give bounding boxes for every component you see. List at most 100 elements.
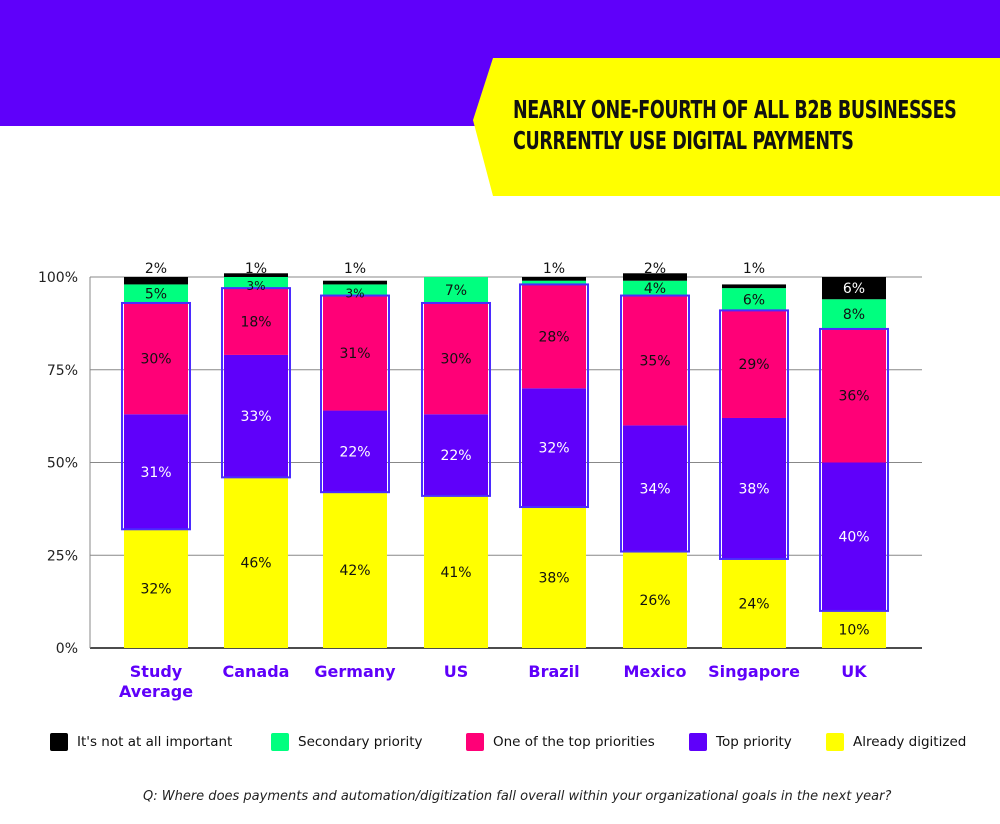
data-label: 38% [538, 571, 569, 587]
y-tick-label: 100% [38, 270, 78, 286]
bar-segment [224, 273, 288, 277]
x-tick-label: US [444, 662, 469, 681]
x-tick-label: Germany [314, 662, 396, 681]
legend-item-already-digitized: Already digitized [826, 733, 966, 751]
bar-segment [124, 529, 188, 648]
bar-segment [822, 328, 886, 463]
bar-segment [522, 277, 586, 281]
x-tick-label: Average [119, 682, 193, 701]
legend-swatch [50, 733, 68, 751]
bar-segment [224, 277, 288, 289]
bar-segment [424, 302, 488, 415]
highlight-outline [121, 301, 191, 531]
bar-segment [822, 610, 886, 648]
data-label: 3% [345, 287, 364, 301]
data-label: 24% [738, 596, 769, 612]
legend-item-top-priority: Top priority [689, 733, 792, 751]
data-label: 32% [538, 441, 569, 457]
bar-segment [124, 414, 188, 530]
highlight-outline [221, 287, 291, 479]
data-label: 5% [145, 287, 167, 303]
data-label: 35% [639, 353, 670, 369]
data-label: 30% [140, 352, 171, 368]
legend-label: Top priority [716, 734, 792, 750]
data-label: 1% [245, 261, 267, 277]
data-label: 22% [440, 448, 471, 464]
data-label: 26% [639, 593, 670, 609]
bar-segment [623, 551, 687, 648]
legend-swatch [271, 733, 289, 751]
x-tick-label: Mexico [623, 662, 686, 681]
bar-segment [424, 495, 488, 648]
data-label: 18% [240, 315, 271, 331]
data-label: 22% [339, 444, 370, 460]
data-label: 6% [743, 292, 765, 308]
data-label: 46% [240, 556, 271, 572]
headline-line-1: NEARLY ONE-FOURTH OF ALL B2B BUSINESSES [513, 95, 957, 124]
highlight-outline [819, 327, 889, 612]
survey-question: Q: Where does payments and automation/di… [143, 789, 892, 804]
bar-segment [822, 277, 886, 300]
bar-segment [722, 558, 786, 648]
data-label: 8% [843, 307, 865, 323]
data-label: 41% [440, 565, 471, 581]
data-label: 33% [240, 409, 271, 425]
bar-segment [323, 295, 387, 411]
highlight-outline [519, 283, 589, 509]
data-label: 36% [838, 389, 869, 405]
data-label: 1% [344, 261, 366, 277]
bar-segment [224, 477, 288, 648]
bar-segment [124, 277, 188, 285]
bar-segment [124, 284, 188, 303]
data-label: 29% [738, 357, 769, 373]
x-tick-label: Study [130, 662, 183, 681]
bar-segment [323, 492, 387, 648]
page-title: NEARLY ONE-FOURTH OF ALL B2B BUSINESSES … [513, 94, 957, 156]
data-label: 28% [538, 329, 569, 345]
bar-segment [522, 284, 586, 389]
y-tick-label: 0% [56, 641, 78, 657]
bar-segment [722, 284, 786, 289]
stacked-bar-chart: 0% 25% 50% 75% 100% 32% 31% 30% 5% 2% StudyAverage… [38, 261, 922, 701]
bar-segment [323, 410, 387, 493]
headline-banner [473, 58, 1000, 196]
x-tick-label: Brazil [528, 662, 579, 681]
data-label: 4% [644, 281, 666, 297]
data-label: 2% [145, 261, 167, 277]
data-label: 40% [838, 530, 869, 546]
data-label: 1% [543, 261, 565, 277]
highlight-outline [421, 301, 491, 497]
data-label: 42% [339, 563, 370, 579]
highlight-outline [620, 294, 690, 553]
data-label: 2% [644, 261, 666, 277]
x-tick-label: Canada [223, 662, 290, 681]
bar-segment [722, 417, 786, 559]
highlight-outline [719, 309, 789, 560]
headline-line-2: CURRENTLY USE DIGITAL PAYMENTS [513, 126, 854, 155]
data-label: 38% [738, 481, 769, 497]
bar-segment [224, 288, 288, 355]
bar-segment [722, 310, 786, 418]
bar-segment [224, 354, 288, 478]
bar-segment [822, 299, 886, 329]
data-label: 31% [339, 346, 370, 362]
legend-label: Already digitized [853, 734, 967, 750]
bar-segment [822, 462, 886, 611]
bar-segment [522, 507, 586, 648]
legend-label: Secondary priority [298, 734, 423, 750]
legend-label: One of the top priorities [493, 734, 655, 750]
legend-label: It's not at all important [77, 734, 233, 750]
bar-segment [623, 295, 687, 426]
data-label: 3% [246, 279, 265, 293]
bar-segment [623, 425, 687, 552]
legend-item-not-important: It's not at all important [50, 733, 232, 751]
y-tick-label: 75% [47, 363, 78, 379]
data-label: 6% [843, 281, 865, 297]
highlight-outline [320, 294, 390, 494]
data-label: 31% [140, 465, 171, 481]
data-label: 32% [140, 582, 171, 598]
legend-swatch [689, 733, 707, 751]
bar-segment [323, 280, 387, 285]
legend-swatch [826, 733, 844, 751]
data-label: 10% [838, 622, 869, 638]
